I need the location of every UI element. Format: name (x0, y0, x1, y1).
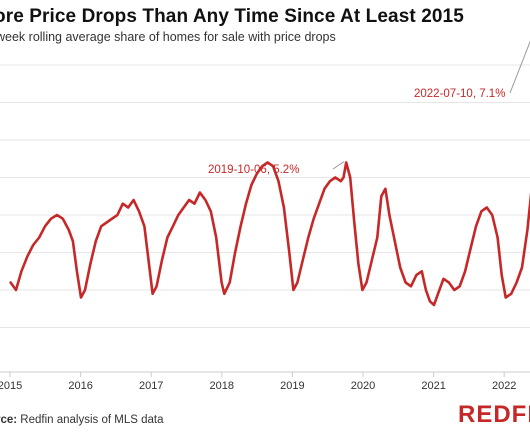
x-tick-label: 2017 (139, 380, 163, 392)
redfin-logo: REDFIN (458, 401, 530, 428)
x-tick-label: 2020 (351, 380, 375, 392)
x-tick-label: 2018 (210, 380, 234, 392)
annotation-leader (509, 40, 530, 94)
annotation-label: 2019-10-06, 5.2% (208, 164, 299, 176)
chart-title: ore Price Drops Than Any Time Since At L… (0, 6, 464, 27)
source-prefix: rce: (0, 414, 18, 426)
annotation-label: 2022-07-10, 7.1% (414, 88, 505, 100)
x-tick-label: 2019 (280, 380, 304, 392)
x-tick-label: 2015 (0, 380, 22, 392)
source-note: rce: Redfin analysis of MLS data (0, 414, 164, 426)
x-tick-label: 2016 (68, 380, 92, 392)
chart-subtitle: week rolling average share of homes for … (0, 30, 336, 44)
x-tick-label: 2021 (421, 380, 445, 392)
x-tick-label: 2022 (492, 380, 516, 392)
annotation-leader (332, 161, 345, 170)
series-line (9, 161, 530, 307)
line-chart: 2015 2016 2017 2018 2019 2020 2021 2022 2019-10-… (0, 40, 530, 392)
source-text: Redfin analysis of MLS data (17, 414, 164, 426)
